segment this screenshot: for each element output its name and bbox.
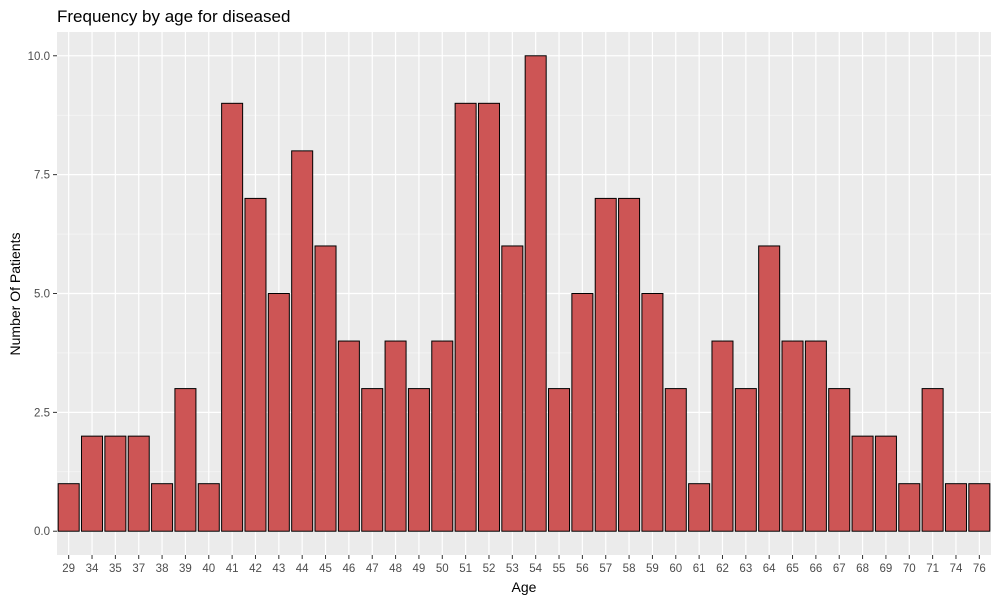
chart-title: Frequency by age for diseased: [57, 7, 290, 26]
x-tick-label: 35: [109, 563, 122, 575]
bars: [57, 55, 991, 532]
x-tick-label: 42: [249, 563, 262, 575]
x-tick-label: 68: [856, 563, 869, 575]
bar: [664, 388, 687, 532]
bar: [244, 197, 267, 532]
bar: [407, 388, 430, 532]
x-axis: 29 34 35 37 38 39 40 41 42 43 44 45 46 47 48 49 50 51 52 53…: [62, 555, 986, 575]
bar: [337, 340, 360, 532]
x-tick-label: 61: [693, 563, 706, 575]
x-tick-label: 56: [576, 563, 589, 575]
y-tick-label: 7.5: [34, 170, 50, 182]
x-tick-label: 41: [226, 563, 239, 575]
bar: [267, 293, 290, 532]
x-tick-label: 43: [272, 563, 285, 575]
x-tick-label: 34: [86, 563, 99, 575]
x-tick-label: 57: [599, 563, 612, 575]
bar: [758, 245, 781, 532]
bar: [524, 55, 547, 532]
y-axis: 0.0 2.5 5.0 7.5 10.0: [28, 51, 57, 538]
x-tick-label: 65: [786, 563, 799, 575]
x-tick-label: 55: [553, 563, 566, 575]
bar: [361, 388, 384, 532]
bar: [57, 483, 80, 532]
bar: [127, 435, 150, 532]
bar: [968, 483, 991, 532]
x-tick-label: 47: [366, 563, 379, 575]
x-tick-label: 54: [529, 563, 542, 575]
x-tick-label: 49: [413, 563, 426, 575]
y-tick-label: 10.0: [28, 51, 50, 63]
bar: [477, 102, 500, 532]
bar: [618, 197, 641, 532]
bar: [501, 245, 524, 532]
bar: [898, 483, 921, 532]
x-tick-label: 48: [389, 563, 402, 575]
x-tick-label: 70: [903, 563, 916, 575]
x-tick-label: 37: [132, 563, 145, 575]
x-tick-label: 51: [459, 563, 472, 575]
bar: [804, 340, 827, 532]
bar: [711, 340, 734, 532]
bar: [828, 388, 851, 532]
bar: [151, 483, 174, 532]
y-tick-label: 5.0: [34, 289, 50, 301]
x-tick-label: 53: [506, 563, 519, 575]
x-tick-label: 46: [342, 563, 355, 575]
bar: [104, 435, 127, 532]
bar: [571, 293, 594, 532]
x-tick-label: 39: [179, 563, 192, 575]
x-tick-label: 66: [809, 563, 822, 575]
x-tick-label: 29: [62, 563, 75, 575]
bar: [688, 483, 711, 532]
bar: [734, 388, 757, 532]
bar: [851, 435, 874, 532]
x-tick-label: 64: [763, 563, 776, 575]
bar: [291, 150, 314, 532]
bar: [174, 388, 197, 532]
x-tick-label: 62: [716, 563, 729, 575]
x-tick-label: 52: [483, 563, 496, 575]
bar: [921, 388, 944, 532]
bar: [944, 483, 967, 532]
bar: [221, 102, 244, 532]
bar: [314, 245, 337, 532]
bar: [384, 340, 407, 532]
x-tick-label: 44: [296, 563, 309, 575]
x-tick-label: 60: [669, 563, 682, 575]
bar: [454, 102, 477, 532]
bar: [548, 388, 571, 532]
y-tick-label: 0.0: [34, 526, 50, 538]
x-tick-label: 67: [833, 563, 846, 575]
x-tick-label: 71: [926, 563, 939, 575]
x-tick-label: 38: [156, 563, 169, 575]
x-tick-label: 69: [880, 563, 893, 575]
bar: [431, 340, 454, 532]
x-tick-label: 50: [436, 563, 449, 575]
x-axis-title: Age: [512, 579, 537, 595]
bar: [641, 293, 664, 532]
bar: [594, 197, 617, 532]
bar: [874, 435, 897, 532]
x-tick-label: 63: [739, 563, 752, 575]
x-tick-label: 58: [623, 563, 636, 575]
x-tick-label: 40: [202, 563, 215, 575]
x-tick-label: 59: [646, 563, 659, 575]
y-tick-label: 2.5: [34, 407, 50, 419]
bar: [781, 340, 804, 532]
x-tick-label: 74: [950, 563, 963, 575]
x-tick-label: 76: [973, 563, 986, 575]
x-tick-label: 45: [319, 563, 332, 575]
bar: [81, 435, 104, 532]
bar: [197, 483, 220, 532]
y-axis-title: Number Of Patients: [7, 233, 23, 356]
